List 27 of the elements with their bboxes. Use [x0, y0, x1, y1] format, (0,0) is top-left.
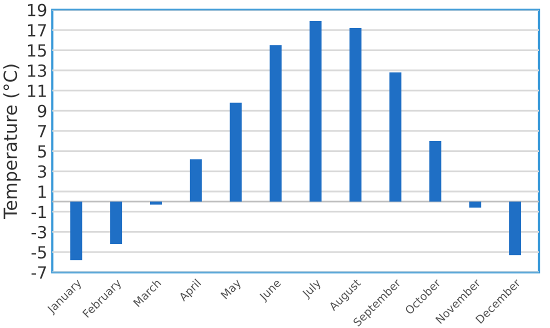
- y-tick-label: 3: [38, 165, 46, 178]
- bar: [150, 202, 162, 205]
- y-tick-label: 13: [28, 64, 46, 77]
- y-tick-label: 15: [28, 44, 46, 57]
- y-tick-label: 9: [38, 104, 46, 118]
- bar: [429, 141, 442, 202]
- bar: [469, 202, 482, 208]
- y-tick-label: -7: [32, 266, 46, 279]
- bar: [310, 20, 322, 202]
- y-tick-label: 19: [28, 4, 46, 16]
- bar: [190, 159, 202, 202]
- y-tick-label: 7: [38, 125, 46, 138]
- y-tick-label: -3: [32, 226, 46, 238]
- bar: [230, 102, 242, 202]
- bar: [389, 72, 402, 202]
- bar: [509, 202, 522, 256]
- y-tick-label: -1: [32, 206, 46, 218]
- bar: [70, 202, 82, 260]
- y-tick-label: 5: [38, 145, 46, 158]
- bar: [110, 202, 122, 244]
- y-tick-label: 11: [28, 84, 46, 97]
- bar: [270, 45, 282, 202]
- y-tick-label: -5: [32, 246, 46, 259]
- bar: [349, 28, 362, 202]
- y-axis-title: Temperature (°C): [3, 64, 21, 220]
- y-tick-label: 17: [28, 24, 46, 36]
- y-tick-label: 1: [38, 186, 46, 198]
